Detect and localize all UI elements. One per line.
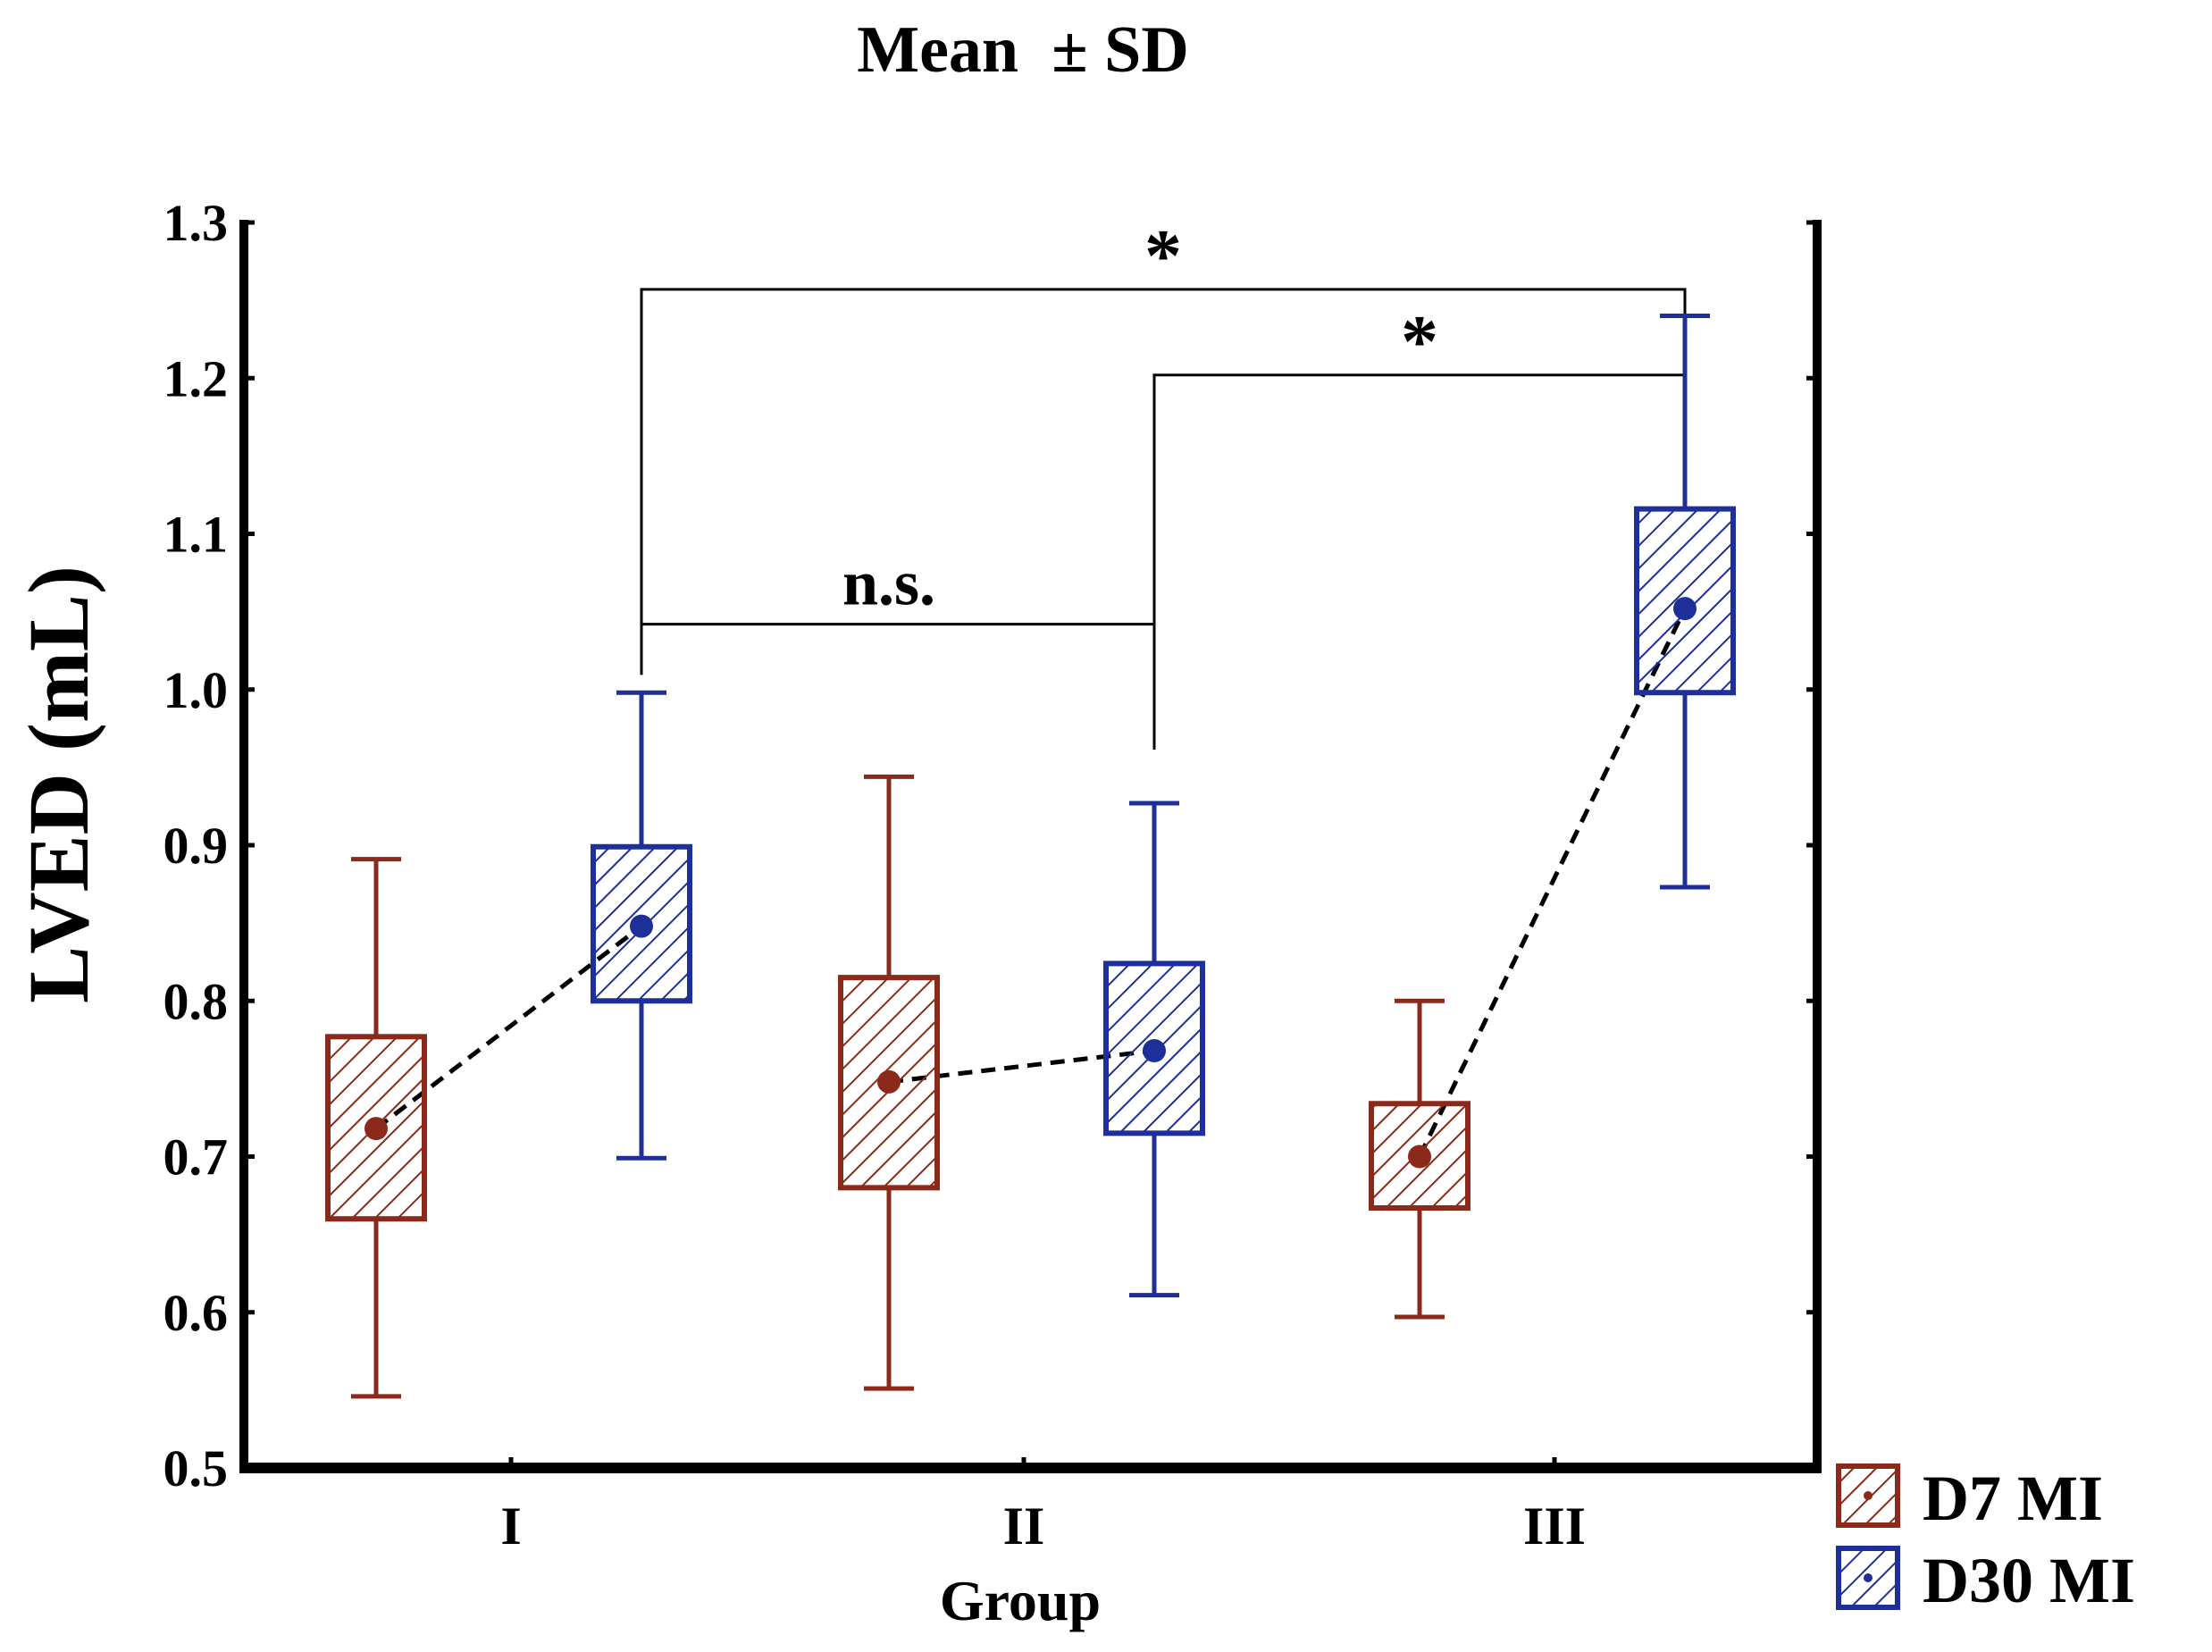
- legend-item-d7-mi: D7 MI: [1836, 1463, 2103, 1534]
- box-d30-mi-III: [1634, 314, 1736, 890]
- legend: D7 MI D30 MI: [1836, 1463, 2135, 1616]
- mean-connectors: [374, 608, 1688, 1158]
- box-d30-mi-II: [1103, 801, 1205, 1298]
- y-tick-label: 0.7: [163, 1128, 229, 1187]
- significance-label: n.s.: [842, 548, 935, 619]
- y-tick-label: 0.6: [163, 1284, 229, 1342]
- legend-label: D7 MI: [1923, 1463, 2103, 1534]
- box-d7-mi-III: [1369, 998, 1470, 1320]
- box-d30-mi-I: [591, 690, 692, 1161]
- y-tick-label: 1.0: [163, 661, 229, 719]
- y-tick-label: 1.2: [163, 349, 229, 407]
- significance-bracket: [640, 288, 1687, 675]
- y-tick-label: 1.3: [163, 194, 229, 252]
- x-tick-label: I: [500, 1497, 521, 1556]
- x-tick-label: II: [1003, 1497, 1045, 1556]
- legend-swatch-dot: [1864, 1573, 1873, 1582]
- mean-point: [364, 1117, 388, 1141]
- box-d7-mi-II: [838, 774, 940, 1391]
- y-tick-label: 0.9: [163, 817, 229, 875]
- mean-point: [1408, 1145, 1431, 1169]
- legend-swatch: [1836, 1546, 1900, 1610]
- legend-label: D30 MI: [1923, 1545, 2135, 1616]
- significance-label: *: [1144, 214, 1182, 298]
- x-axis-label: Group: [940, 1569, 1101, 1632]
- mean-point: [1143, 1039, 1166, 1063]
- significance-brackets: * * n.s.: [640, 214, 1687, 750]
- y-axis-label: LVED (mL): [11, 566, 106, 1003]
- y-tick-label: 0.8: [163, 972, 229, 1030]
- axes: [239, 220, 1822, 1473]
- y-tick-label: 0.5: [163, 1439, 229, 1497]
- mean-point: [877, 1069, 901, 1094]
- significance-bracket: [640, 623, 1156, 750]
- y-ticks: 0.5 0.6 0.7 0.8 0.9 1.0 1.1 1.2 1.3: [163, 194, 1817, 1497]
- y-tick-label: 1.1: [163, 506, 229, 564]
- mean-point: [630, 914, 653, 938]
- box-d7-mi-I: [325, 857, 427, 1399]
- x-ticks: I II III: [500, 1457, 1586, 1556]
- x-tick-label: III: [1523, 1497, 1586, 1556]
- significance-label: *: [1401, 300, 1438, 383]
- box-series: [325, 314, 1736, 1399]
- legend-swatch-dot: [1864, 1491, 1873, 1500]
- chart-title: Mean ± SD: [857, 13, 1189, 87]
- mean-connector-line: [1417, 608, 1688, 1158]
- legend-item-d30-mi: D30 MI: [1836, 1545, 2135, 1616]
- mean-point: [1673, 597, 1697, 621]
